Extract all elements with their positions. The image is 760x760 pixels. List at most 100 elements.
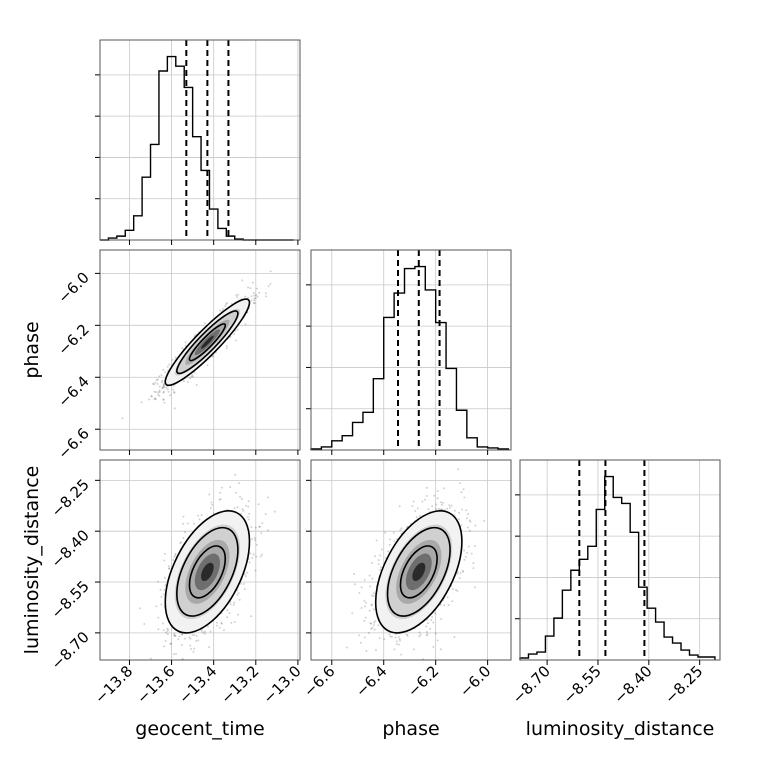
sample-point (265, 295, 268, 298)
panel-frame (99, 39, 301, 241)
sample-point (372, 592, 375, 595)
sample-point (251, 556, 254, 559)
sample-point (380, 548, 383, 551)
sample-point (168, 567, 171, 570)
panel-frame (310, 249, 512, 451)
sample-point (162, 390, 165, 393)
sample-point (144, 665, 146, 667)
sample-point (161, 387, 164, 390)
sample-point (249, 552, 252, 555)
sample-point (254, 539, 257, 542)
sample-point (371, 594, 373, 597)
contour-line (176, 310, 239, 375)
sample-point (174, 356, 177, 359)
sample-point (258, 525, 261, 528)
panel-frame (99, 249, 301, 451)
panel-frame (310, 459, 512, 661)
sample-point (399, 529, 402, 531)
sample-point (253, 537, 256, 539)
sample-point (243, 573, 246, 576)
sample-point (191, 374, 194, 377)
sample-point (469, 529, 471, 532)
x-axis-title-phase: phase (382, 718, 439, 740)
sample-point (201, 631, 204, 634)
sample-point (255, 294, 258, 296)
histogram-panel-phase (306, 249, 512, 451)
sample-point (462, 488, 465, 491)
density-panel-geocent_time-vs-phase (99, 249, 301, 451)
contour-line (386, 526, 451, 617)
sample-point (173, 632, 176, 635)
sample-point (153, 390, 156, 393)
sample-point (358, 634, 361, 637)
sample-point (456, 590, 459, 592)
sample-point (139, 676, 141, 678)
sample-point (467, 545, 470, 548)
sample-point (208, 493, 211, 496)
sample-point (159, 588, 162, 591)
sample-point (269, 282, 272, 285)
sample-point (415, 516, 418, 519)
sample-point (166, 388, 169, 391)
sample-point (225, 347, 228, 350)
sample-point (162, 391, 165, 394)
sample-point (251, 281, 254, 284)
contour-line (188, 323, 227, 362)
sample-point (264, 513, 267, 516)
x-tick-label-phase: −6.2 (404, 662, 442, 700)
sample-point (163, 401, 166, 404)
sample-point (161, 381, 163, 384)
sample-point (392, 531, 395, 534)
sample-point (162, 398, 165, 401)
sample-point (165, 631, 167, 634)
sample-point (424, 498, 427, 501)
sample-point (244, 323, 247, 326)
sample-point (160, 603, 163, 606)
x-tick-label-luminosity_distance: −8.55 (560, 662, 605, 707)
sample-point (418, 635, 421, 638)
sample-point (192, 650, 195, 653)
sample-point (162, 593, 165, 596)
sample-point (369, 585, 372, 588)
sample-point (169, 394, 172, 397)
sample-point (151, 395, 153, 398)
sample-point (228, 612, 231, 614)
sample-point (416, 507, 419, 510)
sample-point (206, 364, 209, 367)
sample-point (436, 497, 439, 500)
sample-point (364, 605, 366, 608)
sample-point (451, 600, 454, 603)
sample-point (368, 574, 371, 577)
x-tick-label-geocent_time: −13.2 (217, 662, 262, 707)
sample-point (182, 515, 185, 518)
sample-point (374, 649, 377, 651)
sample-point (266, 496, 269, 499)
sample-point (400, 527, 403, 530)
sample-point (149, 657, 152, 660)
sample-point (163, 576, 166, 579)
y-tick-label-phase: −6.6 (54, 424, 92, 462)
sample-point (172, 559, 175, 561)
sample-point (203, 632, 206, 635)
sample-point (351, 612, 354, 615)
y-tick-label-luminosity_distance: −8.55 (48, 577, 93, 622)
y-tick-label-luminosity_distance: −8.25 (48, 475, 93, 520)
sample-point (237, 613, 240, 616)
sample-point (247, 518, 250, 521)
sample-point (371, 561, 373, 564)
y-tick-label-phase: −6.2 (54, 320, 92, 358)
sample-point (226, 616, 229, 619)
sample-point (248, 512, 251, 515)
x-tick-label-luminosity_distance: −8.70 (509, 662, 554, 707)
sample-point (474, 524, 477, 527)
y-tick-label-phase: −6.0 (54, 268, 92, 306)
sample-point (180, 644, 183, 646)
sample-point (200, 514, 203, 517)
sample-point (158, 375, 161, 378)
sample-point (150, 395, 153, 398)
sample-point (425, 634, 428, 637)
histogram-luminosity_distance (519, 475, 716, 660)
sample-point (241, 279, 244, 282)
x-tick-label-luminosity_distance: −8.25 (661, 662, 706, 707)
sample-point (190, 648, 192, 650)
